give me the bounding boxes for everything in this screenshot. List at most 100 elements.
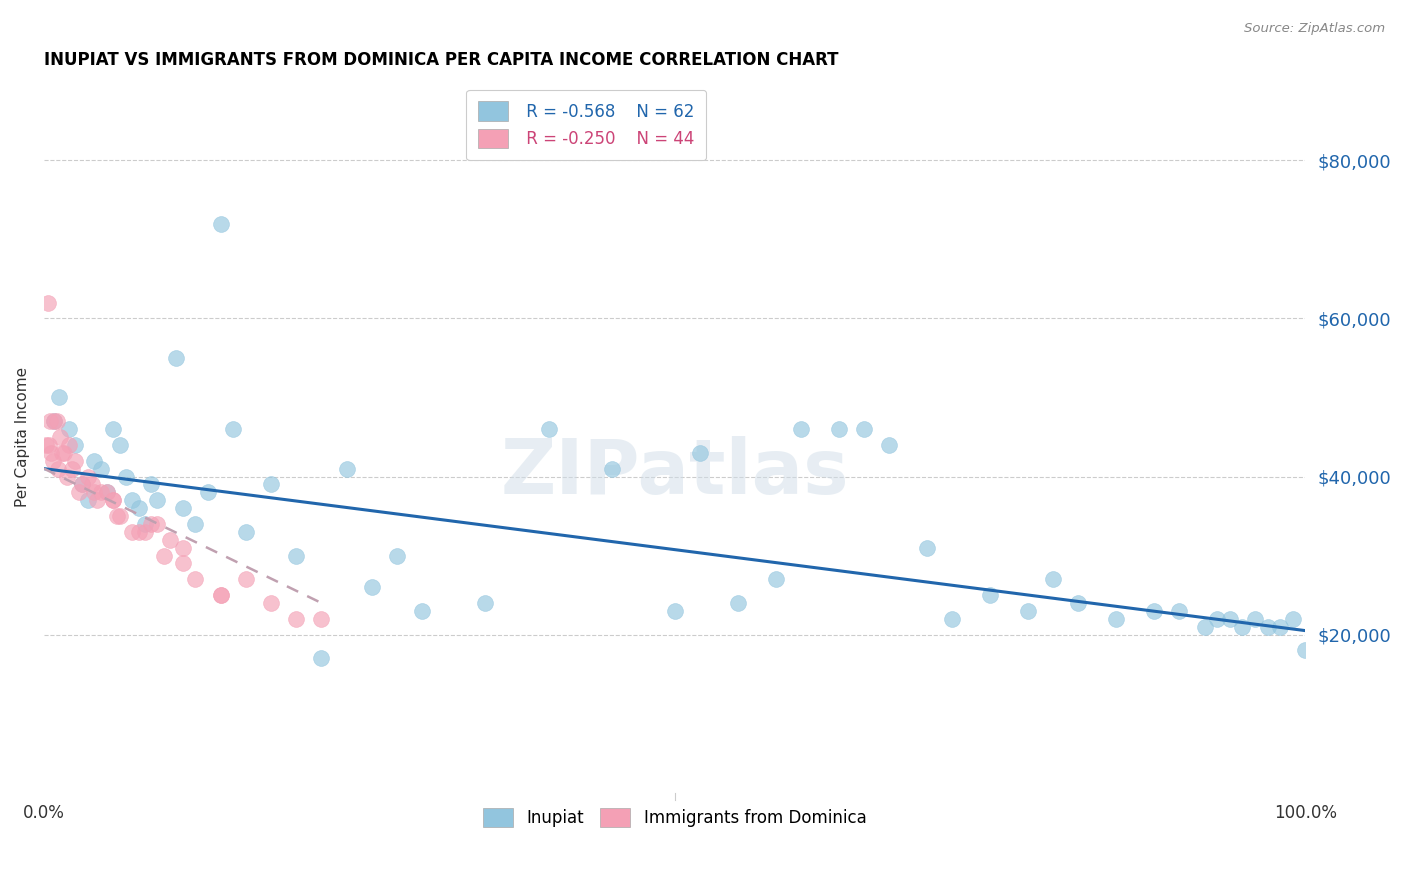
Point [108,438,131,452]
Point [67,485,90,500]
Point [1232,620,1254,634]
Point [235,524,257,539]
Point [1168,604,1191,618]
Point [77,469,100,483]
Point [727,596,749,610]
Point [51,446,73,460]
Point [60,461,83,475]
Point [70,477,93,491]
Text: Source: ZipAtlas.com: Source: ZipAtlas.com [1244,22,1385,36]
Point [1017,604,1039,618]
Point [172,501,194,516]
Point [209,588,232,602]
Point [311,612,333,626]
Point [172,557,194,571]
Point [474,596,496,610]
Point [209,588,232,602]
Point [411,604,433,618]
Point [1042,572,1064,586]
Point [41,446,63,460]
Point [689,446,711,460]
Point [172,541,194,555]
Point [55,469,77,483]
Point [42,414,65,428]
Point [90,485,112,500]
Point [96,485,118,500]
Point [37,295,59,310]
Point [1294,643,1316,657]
Point [105,509,128,524]
Point [827,422,849,436]
Point [42,414,65,428]
Point [83,453,105,467]
Y-axis label: Per Capita Income: Per Capita Income [15,367,30,507]
Point [121,524,143,539]
Text: ZIPatlas: ZIPatlas [501,435,849,509]
Point [1244,612,1267,626]
Point [1105,612,1128,626]
Point [86,493,108,508]
Point [197,485,219,500]
Point [121,493,143,508]
Point [1257,620,1279,634]
Point [41,453,63,467]
Point [260,477,283,491]
Point [38,438,60,452]
Point [664,604,686,618]
Point [979,588,1001,602]
Point [103,493,125,508]
Point [184,572,207,586]
Point [58,438,80,452]
Point [96,485,118,500]
Point [139,477,162,491]
Point [1143,604,1166,618]
Legend: Inupiat, Immigrants from Dominica: Inupiat, Immigrants from Dominica [477,802,873,834]
Point [46,461,69,475]
Point [70,477,93,491]
Point [146,493,169,508]
Point [311,651,333,665]
Point [336,461,359,475]
Text: INUPIAT VS IMMIGRANTS FROM DOMINICA PER CAPITA INCOME CORRELATION CHART: INUPIAT VS IMMIGRANTS FROM DOMINICA PER … [44,51,838,69]
Point [128,524,150,539]
Point [65,438,87,452]
Point [1270,620,1292,634]
Point [39,414,62,428]
Point [537,422,560,436]
Point [146,516,169,531]
Point [115,469,138,483]
Point [852,422,875,436]
Point [108,509,131,524]
Point [139,516,162,531]
Point [159,533,181,547]
Point [103,493,125,508]
Point [877,438,900,452]
Point [1219,612,1241,626]
Point [65,453,87,467]
Point [77,493,100,508]
Point [1194,620,1216,634]
Point [103,422,125,436]
Point [235,572,257,586]
Point [285,549,308,563]
Point [53,446,76,460]
Point [790,422,813,436]
Point [165,351,187,365]
Point [134,524,156,539]
Point [152,549,174,563]
Point [1067,596,1090,610]
Point [90,461,112,475]
Point [48,391,70,405]
Point [184,516,207,531]
Point [765,572,787,586]
Point [1282,612,1305,626]
Point [45,414,67,428]
Point [260,596,283,610]
Point [361,580,384,594]
Point [83,485,105,500]
Point [941,612,963,626]
Point [385,549,408,563]
Point [80,477,103,491]
Point [600,461,623,475]
Point [134,516,156,531]
